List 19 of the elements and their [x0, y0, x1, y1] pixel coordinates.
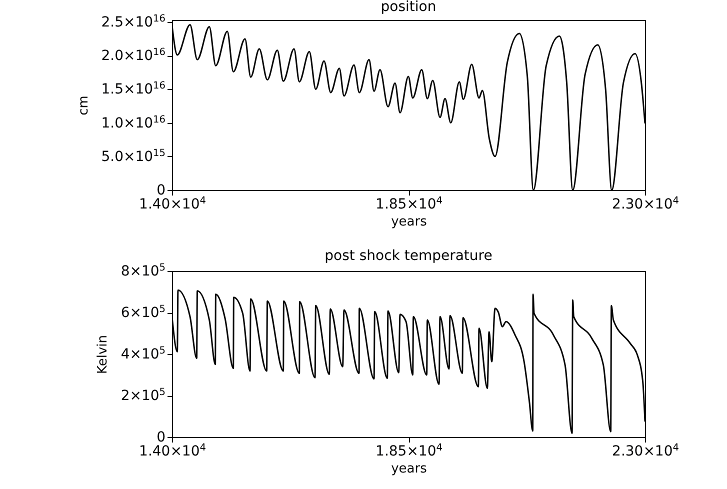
- y-tick-label: 2×10$^{5}$: [120, 386, 166, 404]
- y-tick-label: 2.5×10$^{16}$: [101, 13, 166, 31]
- x-tick-label: 2.30×10$^{4}$: [612, 195, 679, 212]
- x-axis-title: years: [391, 462, 428, 476]
- x-tick-label: 2.30×10$^{4}$: [612, 442, 679, 460]
- y-tick-label: 8×10$^{5}$: [120, 262, 166, 280]
- y-tick-label: 1.0×10$^{16}$: [101, 114, 166, 132]
- x-axis-title: years: [391, 214, 428, 230]
- y-tick-label: 6×10$^{5}$: [120, 304, 166, 321]
- y-axis-title: cm: [76, 96, 92, 116]
- chart-title: position: [380, 0, 436, 16]
- y-tick-label: 1.5×10$^{16}$: [101, 80, 166, 98]
- y-tick-label: 5.0×10$^{15}$: [101, 147, 166, 165]
- y-tick-label: 4×10$^{5}$: [120, 345, 166, 362]
- x-tick-label: 1.85×10$^{4}$: [376, 442, 442, 460]
- y-tick-label: 2.0×10$^{16}$: [101, 46, 166, 64]
- chart-title: post shock temperature: [324, 248, 492, 264]
- y-axis-title: Kelvin: [95, 334, 110, 374]
- x-tick-label: 1.85×10$^{4}$: [376, 195, 442, 212]
